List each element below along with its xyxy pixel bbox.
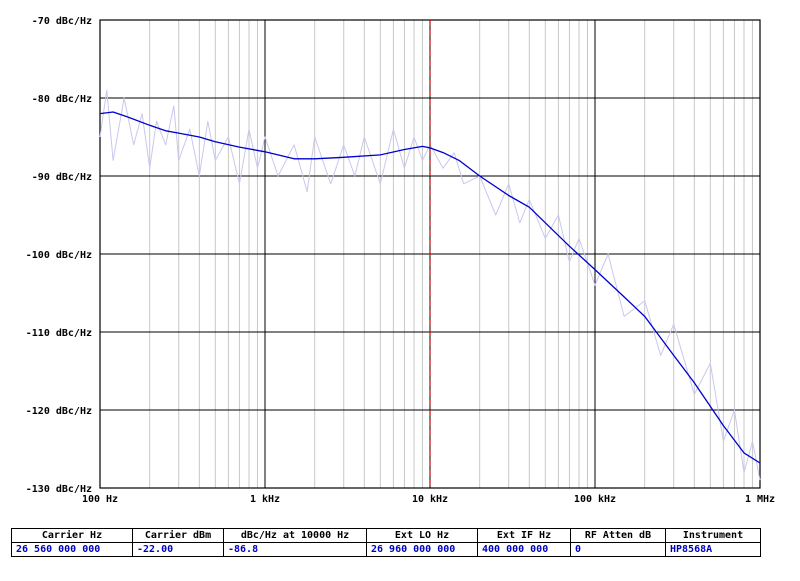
y-tick-label: -130 dBc/Hz <box>26 484 92 495</box>
x-axis-ticks: 100 Hz 1 kHz 10 kHz 100 kHz 1 MHz <box>82 494 775 505</box>
value-instrument: HP8568A <box>665 542 761 557</box>
raw-noise-series-line <box>99 89 761 481</box>
x-tick-label: 10 kHz <box>412 494 448 505</box>
x-tick-label: 1 MHz <box>745 494 775 505</box>
value-carrier-hz: 26 560 000 000 <box>11 542 133 557</box>
measurement-info-table: Carrier Hz Carrier dBm dBc/Hz at 10000 H… <box>11 528 761 557</box>
x-tick-label: 1 kHz <box>250 494 280 505</box>
series-layer <box>99 89 761 481</box>
header-ext-if-hz: Ext IF Hz <box>477 528 571 543</box>
header-carrier-hz: Carrier Hz <box>11 528 133 543</box>
value-ext-lo-hz: 26 960 000 000 <box>366 542 478 557</box>
header-carrier-dbm: Carrier dBm <box>132 528 224 543</box>
y-axis-ticks: -70 dBc/Hz -80 dBc/Hz -90 dBc/Hz -100 dBc/H… <box>26 16 92 495</box>
phase-noise-chart: -70 dBc/Hz -80 dBc/Hz -90 dBc/Hz -100 dBc/H… <box>26 16 775 505</box>
header-dbc-at-freq: dBc/Hz at 10000 Hz <box>223 528 367 543</box>
y-tick-label: -120 dBc/Hz <box>26 406 92 417</box>
smoothed-series-line <box>99 111 761 464</box>
y-tick-label: -80 dBc/Hz <box>32 94 92 105</box>
value-dbc-at-freq: -86.8 <box>223 542 367 557</box>
y-tick-label: -100 dBc/Hz <box>26 250 92 261</box>
y-tick-label: -90 dBc/Hz <box>32 172 92 183</box>
header-rf-atten: RF Atten dB <box>570 528 666 543</box>
y-tick-label: -70 dBc/Hz <box>32 16 92 27</box>
x-tick-label: 100 Hz <box>82 494 118 505</box>
value-rf-atten: 0 <box>570 542 666 557</box>
value-ext-if-hz: 400 000 000 <box>477 542 571 557</box>
info-header-row: Carrier Hz Carrier dBm dBc/Hz at 10000 H… <box>11 528 761 543</box>
value-carrier-dbm: -22.00 <box>132 542 224 557</box>
header-ext-lo-hz: Ext LO Hz <box>366 528 478 543</box>
y-tick-label: -110 dBc/Hz <box>26 328 92 339</box>
info-value-row: 26 560 000 000 -22.00 -86.8 26 960 000 0… <box>11 542 761 557</box>
x-tick-label: 100 kHz <box>574 494 616 505</box>
header-instrument: Instrument <box>665 528 761 543</box>
